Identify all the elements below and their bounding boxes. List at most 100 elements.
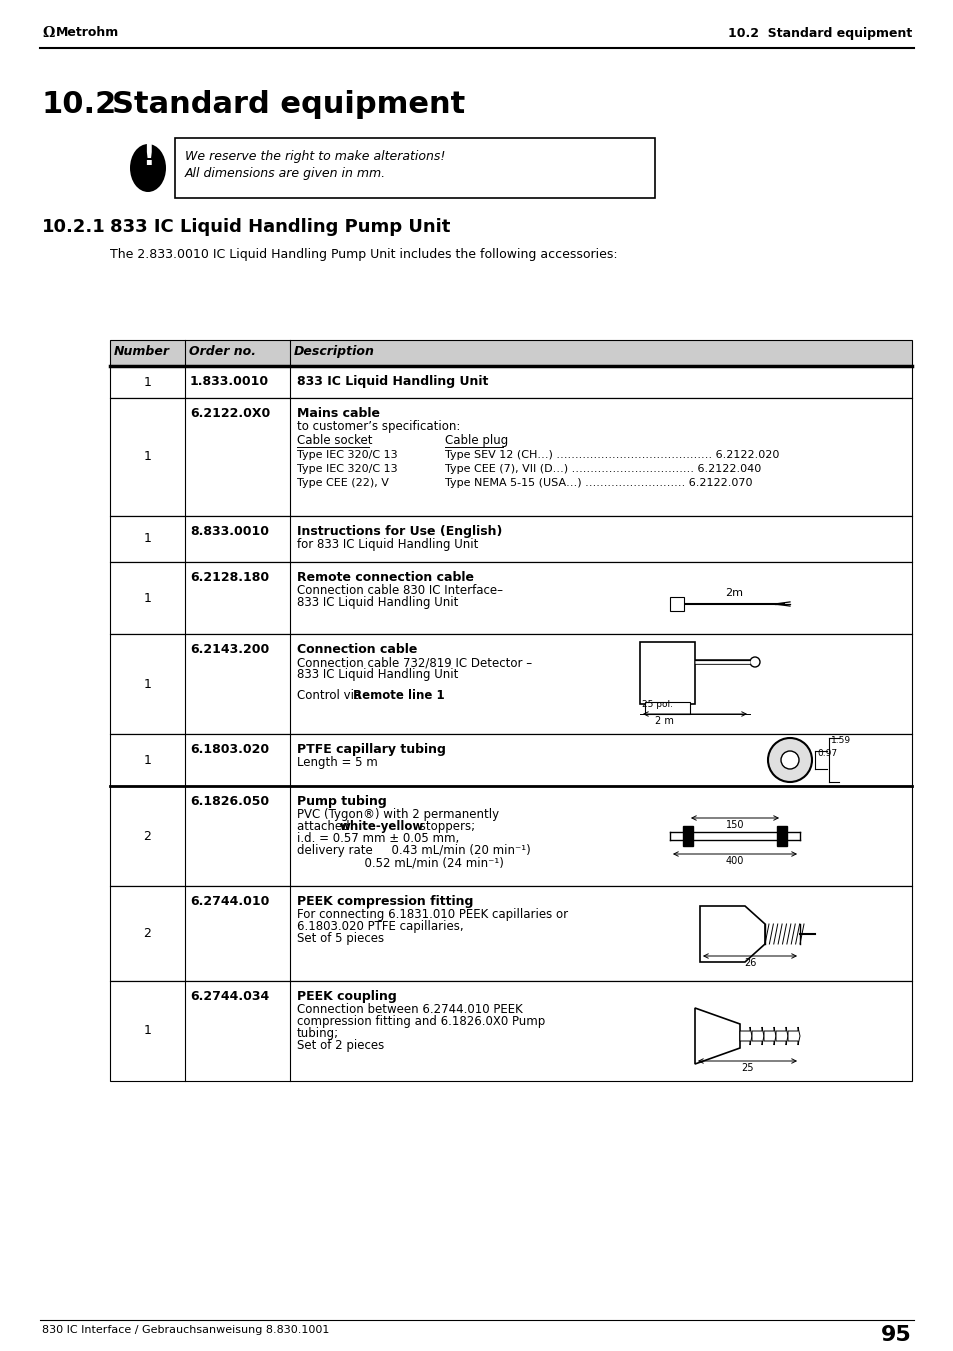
Text: 2: 2	[143, 830, 152, 843]
Text: Ω: Ω	[42, 26, 54, 41]
Polygon shape	[751, 1027, 763, 1046]
Text: tubing;: tubing;	[296, 1027, 338, 1040]
Polygon shape	[775, 1027, 787, 1046]
Text: 400: 400	[725, 857, 743, 866]
Text: for 833 IC Liquid Handling Unit: for 833 IC Liquid Handling Unit	[296, 538, 477, 551]
Text: stoppers;: stoppers;	[416, 820, 475, 834]
Text: 1: 1	[143, 532, 152, 546]
Text: 6.1803.020 PTFE capillaries,: 6.1803.020 PTFE capillaries,	[296, 920, 463, 934]
Text: 833 IC Liquid Handling Unit: 833 IC Liquid Handling Unit	[296, 667, 457, 681]
Text: 6.2744.010: 6.2744.010	[190, 894, 269, 908]
Text: Control via: Control via	[296, 689, 365, 703]
Text: Length = 5 m: Length = 5 m	[296, 757, 377, 769]
Text: For connecting 6.1831.010 PEEK capillaries or: For connecting 6.1831.010 PEEK capillari…	[296, 908, 568, 921]
Bar	[110, 634, 911, 734]
Text: Connection cable 830 IC Interface–: Connection cable 830 IC Interface–	[296, 584, 502, 597]
Bar	[644, 703, 689, 713]
Text: 1.59: 1.59	[830, 736, 850, 744]
Ellipse shape	[130, 145, 166, 192]
Text: 1: 1	[143, 592, 152, 604]
Bar	[776, 825, 786, 846]
Text: 10.2.1: 10.2.1	[42, 218, 106, 236]
Text: 6.2744.034: 6.2744.034	[190, 990, 269, 1002]
Text: white-yellow: white-yellow	[339, 820, 424, 834]
Text: 10.2  Standard equipment: 10.2 Standard equipment	[727, 27, 911, 39]
Polygon shape	[669, 834, 800, 839]
Circle shape	[767, 738, 811, 782]
Text: PVC (Tygon®) with 2 permanently: PVC (Tygon®) with 2 permanently	[296, 808, 498, 821]
Text: PEEK coupling: PEEK coupling	[296, 990, 396, 1002]
Text: 0.52 mL/min (24 min⁻¹): 0.52 mL/min (24 min⁻¹)	[296, 857, 503, 869]
Text: !: !	[142, 143, 154, 172]
Polygon shape	[695, 1008, 740, 1065]
Text: Pump tubing: Pump tubing	[296, 794, 386, 808]
Text: All dimensions are given in mm.: All dimensions are given in mm.	[185, 168, 386, 180]
Bar	[174, 138, 655, 199]
Text: Connection cable: Connection cable	[296, 643, 416, 657]
Text: 1: 1	[143, 1024, 152, 1038]
Text: Type CEE (7), VII (D…) …………………………… 6.2122.040: Type CEE (7), VII (D…) …………………………… 6.212…	[444, 463, 760, 474]
Text: .: .	[437, 689, 441, 703]
Text: 833 IC Liquid Handling Unit: 833 IC Liquid Handling Unit	[296, 376, 488, 388]
Text: We reserve the right to make alterations!: We reserve the right to make alterations…	[185, 150, 445, 163]
Text: The 2.833.0010 IC Liquid Handling Pump Unit includes the following accessories:: The 2.833.0010 IC Liquid Handling Pump U…	[110, 249, 617, 261]
Polygon shape	[787, 1027, 800, 1046]
Text: 25: 25	[740, 1063, 753, 1073]
Text: Order no.: Order no.	[189, 345, 255, 358]
Text: Type NEMA 5-15 (USA…) ……………………… 6.2122.070: Type NEMA 5-15 (USA…) ……………………… 6.2122.0…	[444, 478, 752, 488]
Text: Standard equipment: Standard equipment	[112, 91, 465, 119]
Text: Cable plug: Cable plug	[444, 434, 508, 447]
Text: 150: 150	[725, 820, 743, 830]
Text: 6.2122.0X0: 6.2122.0X0	[190, 407, 270, 420]
Bar	[669, 597, 683, 611]
Text: Metrohm: Metrohm	[56, 27, 119, 39]
Text: Type IEC 320/C 13: Type IEC 320/C 13	[296, 450, 397, 459]
Text: 26: 26	[743, 958, 756, 969]
Text: Remote connection cable: Remote connection cable	[296, 571, 474, 584]
Polygon shape	[763, 1027, 775, 1046]
Polygon shape	[740, 1027, 751, 1046]
Text: Type CEE (22), V: Type CEE (22), V	[296, 478, 389, 488]
Text: 1.833.0010: 1.833.0010	[190, 376, 269, 388]
Text: 1: 1	[143, 677, 152, 690]
Bar	[110, 981, 911, 1081]
Text: 1: 1	[143, 754, 152, 766]
Text: 6.2128.180: 6.2128.180	[190, 571, 269, 584]
Text: 1: 1	[143, 450, 152, 463]
Text: to customer’s specification:: to customer’s specification:	[296, 420, 460, 434]
Text: 2m: 2m	[724, 588, 742, 598]
Text: 2 m: 2 m	[655, 716, 673, 725]
Circle shape	[781, 751, 799, 769]
Text: 95: 95	[881, 1325, 911, 1346]
Circle shape	[749, 657, 760, 667]
Bar	[110, 562, 911, 634]
Text: 2: 2	[143, 927, 152, 940]
Text: i.d. = 0.57 mm ± 0.05 mm,: i.d. = 0.57 mm ± 0.05 mm,	[296, 832, 458, 844]
Text: 1: 1	[143, 376, 152, 389]
Text: PEEK compression fitting: PEEK compression fitting	[296, 894, 473, 908]
Text: 830 IC Interface / Gebrauchsanweisung 8.830.1001: 830 IC Interface / Gebrauchsanweisung 8.…	[42, 1325, 329, 1335]
Text: Instructions for Use (English): Instructions for Use (English)	[296, 526, 502, 538]
Text: 6.1826.050: 6.1826.050	[190, 794, 269, 808]
Text: Cable socket: Cable socket	[296, 434, 372, 447]
Text: 833 IC Liquid Handling Pump Unit: 833 IC Liquid Handling Pump Unit	[110, 218, 450, 236]
Bar	[110, 340, 911, 366]
Text: Connection cable 732/819 IC Detector –: Connection cable 732/819 IC Detector –	[296, 657, 532, 669]
Bar	[110, 786, 911, 886]
Bar	[639, 642, 695, 704]
Text: Type IEC 320/C 13: Type IEC 320/C 13	[296, 463, 397, 474]
Text: 833 IC Liquid Handling Unit: 833 IC Liquid Handling Unit	[296, 596, 457, 609]
Polygon shape	[700, 907, 764, 962]
Text: Description: Description	[294, 345, 375, 358]
Bar	[110, 399, 911, 516]
Text: attached: attached	[296, 820, 353, 834]
Bar	[682, 825, 692, 846]
Text: Set of 5 pieces: Set of 5 pieces	[296, 932, 384, 944]
Bar	[110, 366, 911, 399]
Bar	[110, 516, 911, 562]
Bar	[110, 886, 911, 981]
Text: 10.2: 10.2	[42, 91, 117, 119]
Text: PTFE capillary tubing: PTFE capillary tubing	[296, 743, 445, 757]
Text: compression fitting and 6.1826.0X0 Pump: compression fitting and 6.1826.0X0 Pump	[296, 1015, 545, 1028]
Text: Number: Number	[113, 345, 170, 358]
